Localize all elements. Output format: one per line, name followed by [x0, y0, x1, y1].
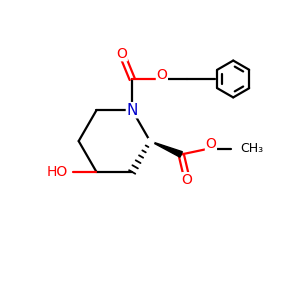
- Text: O: O: [157, 68, 167, 83]
- Text: O: O: [182, 173, 193, 187]
- Text: N: N: [127, 103, 138, 118]
- Text: O: O: [206, 137, 216, 151]
- Text: CH₃: CH₃: [240, 142, 263, 155]
- Polygon shape: [150, 141, 182, 157]
- Text: O: O: [116, 47, 127, 61]
- Text: HO: HO: [47, 165, 68, 179]
